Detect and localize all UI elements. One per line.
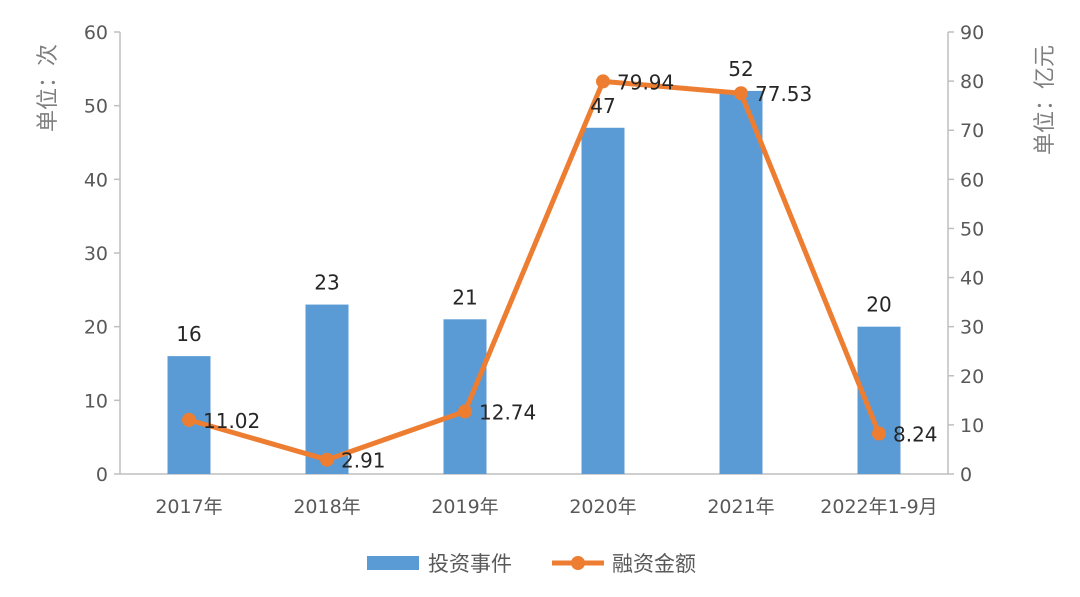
right-axis-tick-label: 90 [960, 22, 984, 44]
left-axis-title: 单位：次 [36, 44, 61, 132]
x-axis-tick-label: 2021年 [707, 496, 774, 518]
bar [581, 127, 625, 475]
line-point [596, 74, 610, 89]
line-data-label: 79.94 [617, 70, 674, 94]
right-axis-tick-label: 0 [960, 464, 972, 486]
line-point [458, 404, 472, 419]
right-axis-tick-label: 80 [960, 71, 984, 93]
right-axis-tick-label: 50 [960, 218, 984, 240]
bar [443, 319, 487, 474]
bar-data-label: 20 [866, 293, 891, 317]
right-axis-title: 单位：亿元 [1033, 45, 1058, 155]
line-path [188, 78, 882, 463]
left-axis-tick-label: 10 [84, 390, 108, 412]
right-axis-tick-label: 20 [960, 366, 984, 388]
left-axis-tick-label: 30 [84, 243, 108, 265]
right-axis-tick-label: 40 [960, 268, 984, 290]
left-axis: 0 10 20 30 40 50 60 [84, 22, 121, 486]
right-axis-tick-label: 60 [960, 169, 984, 191]
line-data-label: 12.74 [479, 400, 536, 424]
left-axis-tick-label: 50 [84, 96, 108, 118]
x-axis-tick-label: 2018年 [293, 496, 360, 518]
bar [719, 90, 763, 474]
legend: 投资事件 融资金额 [367, 552, 696, 576]
left-axis-tick-label: 60 [84, 22, 108, 44]
x-axis: 2017年 2018年 2019年 2020年 2021年 2022年1-9月 [120, 473, 948, 518]
x-axis-tick-label: 2017年 [155, 496, 222, 518]
line-data-label: 2.91 [341, 449, 386, 473]
right-axis: 0 10 20 30 40 50 60 70 80 90 [947, 22, 984, 486]
bar-data-label: 23 [314, 271, 339, 295]
right-axis-tick-label: 30 [960, 317, 984, 339]
bar [305, 304, 349, 474]
legend-label-line: 融资金额 [612, 552, 696, 576]
line-data-label: 11.02 [203, 409, 260, 433]
left-axis-tick-label: 20 [84, 317, 108, 339]
line-point [734, 86, 748, 101]
x-axis-tick-label: 2022年1-9月 [820, 496, 937, 518]
bar-series [167, 90, 901, 475]
x-axis-tick-label: 2019年 [431, 496, 498, 518]
bar-data-label: 16 [176, 322, 201, 346]
data-labels: 16 23 21 47 52 20 11.02 2.91 12.74 79.94 77.53 8.24 [176, 57, 937, 473]
bar-data-label: 52 [728, 57, 753, 81]
bar-data-label: 47 [590, 94, 615, 118]
line-point [182, 412, 196, 427]
legend-label-bar: 投资事件 [428, 552, 512, 576]
line-point [320, 452, 334, 467]
line-data-label: 77.53 [755, 82, 812, 106]
left-axis-tick-label: 0 [96, 464, 108, 486]
legend-swatch-bar [367, 556, 419, 570]
line-point [872, 426, 886, 441]
right-axis-tick-label: 70 [960, 120, 984, 142]
line-data-label: 8.24 [893, 423, 938, 447]
right-axis-tick-label: 10 [960, 415, 984, 437]
x-axis-tick-label: 2020年 [569, 496, 636, 518]
left-axis-tick-label: 40 [84, 169, 108, 191]
bar-data-label: 21 [452, 285, 477, 309]
line-series [182, 74, 886, 467]
legend-swatch-marker [571, 556, 585, 570]
